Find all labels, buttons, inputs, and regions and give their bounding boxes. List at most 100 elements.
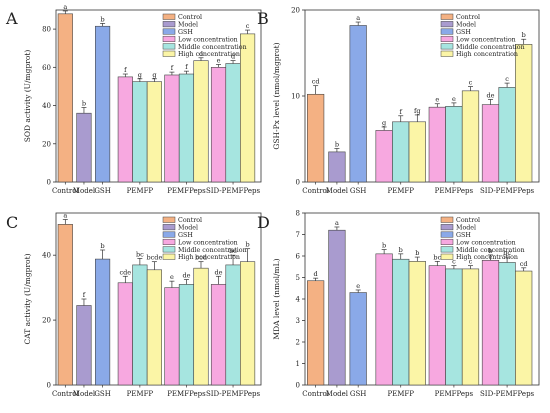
x-tick-label: Control [302,390,329,398]
legend-label: Middle concentration [178,247,247,254]
x-tick-label: SID-PEMFPeps [206,187,261,195]
x-tick-label: PEMFPeps [435,187,474,195]
x-tick-label: PEMFP [387,187,414,195]
bar [76,305,92,386]
significance-letter: a [356,14,360,22]
x-tick-label: PEMFPeps [167,390,206,398]
bar [178,284,195,386]
significance-letter: c [246,22,250,30]
significance-letter: b [488,247,492,255]
bar [349,292,367,386]
significance-letter: d [231,53,235,61]
bar [445,268,463,386]
x-tick-label: SID-PEMFPeps [206,390,261,398]
legend-swatch [162,253,176,260]
legend-label: High concentration [178,51,240,58]
significance-letter: f [400,108,403,116]
bar [210,284,227,386]
significance-letter: a [63,211,67,219]
legend-label: Control [456,217,480,224]
significance-letter: b [399,246,403,254]
significance-letter: cd [312,78,320,86]
legend-swatch [162,238,176,245]
legend-label: Middle concentration [456,44,525,51]
bar [164,74,180,183]
y-axis-label: CAT activity (U/mgprot) [23,253,32,344]
legend-swatch [440,50,454,57]
significance-letter: bc [433,253,441,261]
bar [146,269,162,386]
bar [240,261,256,386]
panel-letter: C [6,213,18,232]
bar [461,90,480,183]
legend-label: High concentration [178,254,240,261]
bar [193,267,209,386]
significance-letter: g [152,71,156,79]
bar [132,81,148,183]
bar [117,282,133,386]
bar [307,93,325,183]
significance-letter: d [199,50,203,58]
legend-swatch [440,216,454,223]
significance-letter: de [182,272,190,280]
legend-swatch [162,246,176,253]
x-tick-label: PEMFPeps [435,390,474,398]
y-tick-label: 4 [296,296,301,304]
bar [515,44,533,183]
bar [117,76,133,183]
bar [445,106,463,183]
significance-letter: e [356,282,360,290]
legend-label: Model [178,225,198,232]
panel-d: D 0 1 2 3 4 5 6 7 8 MDA level (nmol/mL) d a e b b b bc c c b… [257,210,540,398]
bar [76,112,92,183]
legend-label: Control [178,14,202,21]
legend-label: Model [178,22,198,29]
bar [428,106,446,183]
x-tick-label: GSH [350,390,367,398]
significance-letter: b [101,242,105,250]
bar [515,270,533,386]
legend-swatch [162,231,176,238]
significance-letter: f [124,66,127,74]
legend-label: Model [456,225,476,232]
legend-label: GSH [178,29,193,36]
y-tick-label: 7 [296,231,300,239]
significance-letter: b [382,242,386,250]
bar [375,130,393,183]
significance-letter: bcd [195,254,207,262]
significance-letter: cde [119,268,131,276]
significance-letter: f [83,291,86,299]
legend-swatch [440,21,454,28]
x-tick-label: Model [73,390,96,398]
x-tick-label: Model [73,187,96,195]
y-tick-label: 1 [296,360,300,368]
bar [428,265,446,386]
bar [392,258,410,386]
y-tick-label: 10 [291,93,300,101]
y-tick-label: 20 [42,317,51,325]
significance-letter: e [170,273,174,281]
x-tick-label: Control [302,187,329,195]
bar [178,73,195,183]
legend-swatch [162,28,176,35]
bar [307,280,325,386]
bar [95,258,111,386]
significance-letter: f [185,63,188,71]
significance-letter: e [217,56,221,64]
bar [225,63,241,183]
x-tick-label: GSH [94,187,111,195]
legend-swatch [440,43,454,50]
y-axis-label: GSH-Px level (nmol/mgprot) [272,42,281,149]
y-tick-label: 20 [42,140,51,148]
bar [481,104,500,183]
bar [375,253,393,386]
legend-label: Middle concentration [178,44,247,51]
x-tick-label: GSH [350,187,367,195]
panel-a: A 0 20 40 60 80 SOD activity (U/mgprot) a b b f g g f… [5,3,262,195]
bar [95,25,111,183]
significance-letter: e [452,95,456,103]
legend-label: Low concentration [178,36,238,43]
significance-letter: c [469,258,473,266]
x-tick-label: SID-PEMFPeps [480,187,535,195]
bar [146,81,162,183]
